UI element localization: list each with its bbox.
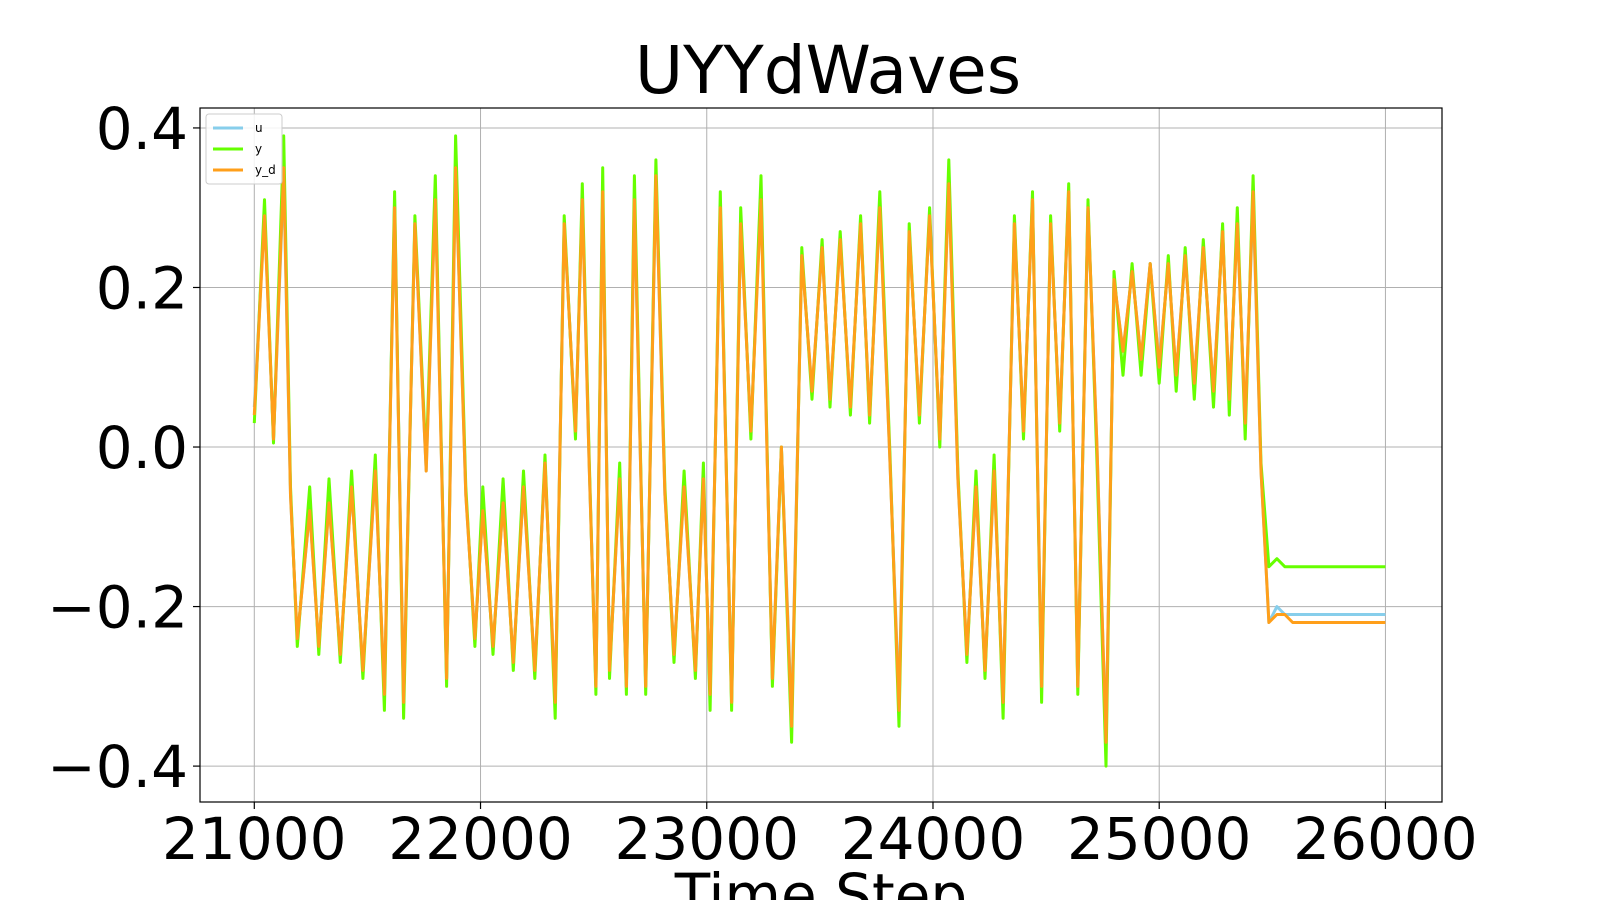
y-tick-label: 0.0 bbox=[96, 414, 188, 482]
x-tick-label: 22000 bbox=[388, 805, 573, 873]
x-tick-label: 26000 bbox=[1293, 805, 1478, 873]
x-tick-label: 23000 bbox=[614, 805, 799, 873]
plot-frame bbox=[199, 107, 1443, 803]
legend: uy y_d bbox=[205, 113, 283, 185]
y-tick-label: −0.2 bbox=[47, 574, 188, 642]
x-axis: 21000 22000 23000 24000 25000 26000 bbox=[162, 802, 1478, 873]
y-tick-label: −0.4 bbox=[47, 733, 188, 801]
legend-label: u bbox=[255, 121, 263, 135]
y-axis: 0.4 0.2 0.0 −0.2 −0.4 bbox=[47, 95, 200, 801]
series-line-y-d bbox=[252, 166, 1386, 744]
x-tick-label: 24000 bbox=[841, 805, 1026, 873]
x-tick-label: 21000 bbox=[162, 805, 347, 873]
y-tick-label: 0.2 bbox=[96, 254, 188, 322]
legend-label: y_d bbox=[255, 163, 276, 177]
legend-label: y bbox=[255, 142, 262, 156]
grid-lines bbox=[200, 108, 1442, 802]
x-tick-label: 25000 bbox=[1067, 805, 1252, 873]
legend-box bbox=[205, 113, 283, 185]
series-lines bbox=[252, 134, 1386, 768]
y-tick-label: 0.4 bbox=[96, 95, 188, 163]
x-axis-label: Time Step bbox=[674, 861, 967, 900]
chart-title: UYYdWaves bbox=[635, 32, 1021, 109]
